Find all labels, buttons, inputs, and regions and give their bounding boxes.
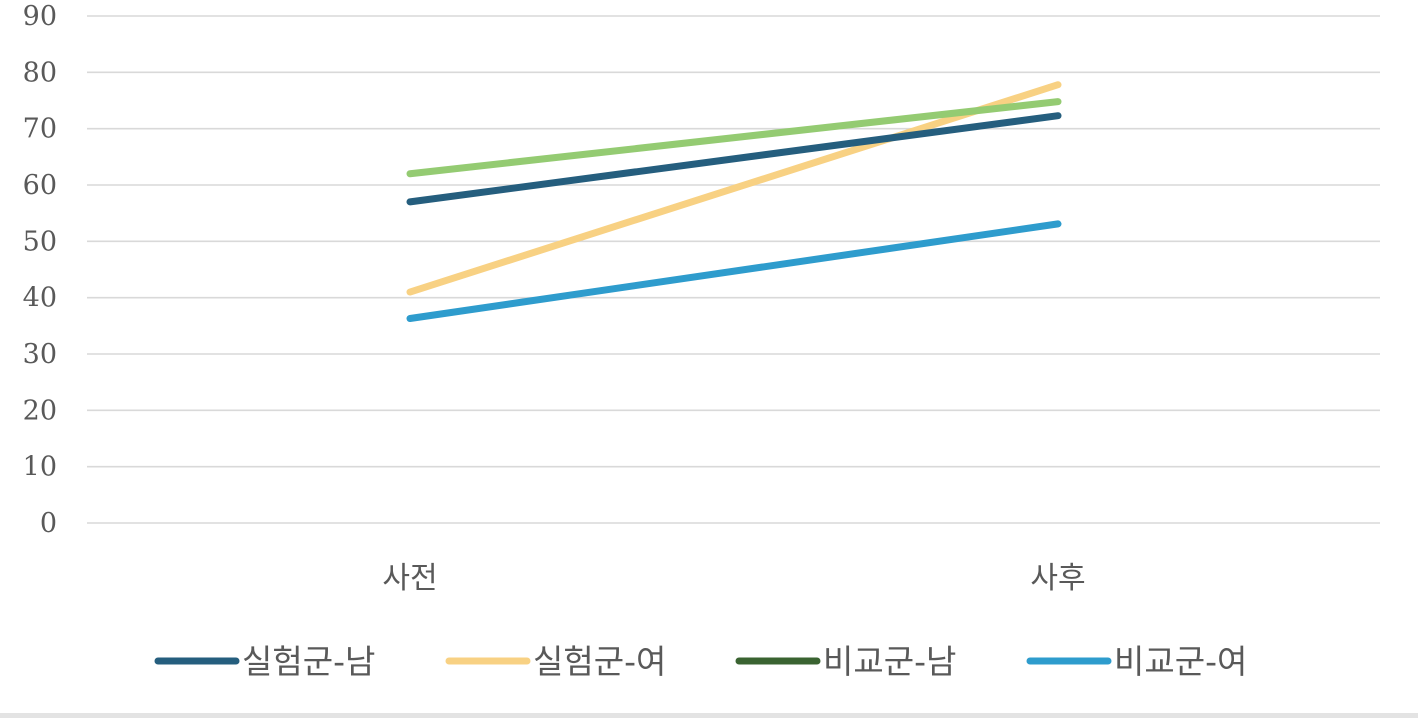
x-category-label: 사후 [1030, 561, 1085, 596]
legend-label: 비교군-여 [1114, 642, 1247, 681]
grid-lines [87, 15, 1380, 524]
y-tick-label: 60 [23, 170, 57, 201]
legend-label: 실험군-남 [242, 642, 375, 681]
y-axis-tick-labels: 0 10 20 30 40 50 60 70 80 90 [23, 1, 57, 539]
y-tick-label: 30 [23, 339, 57, 370]
y-tick-label: 50 [23, 226, 57, 257]
series-lines [406, 81, 1062, 323]
series-line-1 [406, 112, 1062, 206]
y-tick-label: 90 [23, 1, 57, 32]
series-line-3 [406, 98, 1062, 178]
y-tick-label: 0 [40, 508, 57, 539]
series-line-4 [406, 220, 1062, 323]
y-tick-label: 80 [23, 57, 57, 88]
legend-label: 실험군-여 [533, 642, 666, 681]
x-axis-category-labels: 사전 사후 [382, 561, 1085, 596]
y-tick-label: 20 [23, 395, 57, 426]
legend-label: 비교군-남 [823, 642, 956, 681]
y-tick-label: 10 [23, 452, 57, 483]
series-line-2 [406, 81, 1062, 296]
legend: 실험군-남 실험군-여 비교군-남 비교군-여 [154, 642, 1247, 681]
y-tick-label: 40 [23, 283, 57, 314]
bottom-divider [0, 713, 1418, 718]
x-category-label: 사전 [382, 561, 437, 596]
y-tick-label: 70 [23, 114, 57, 145]
